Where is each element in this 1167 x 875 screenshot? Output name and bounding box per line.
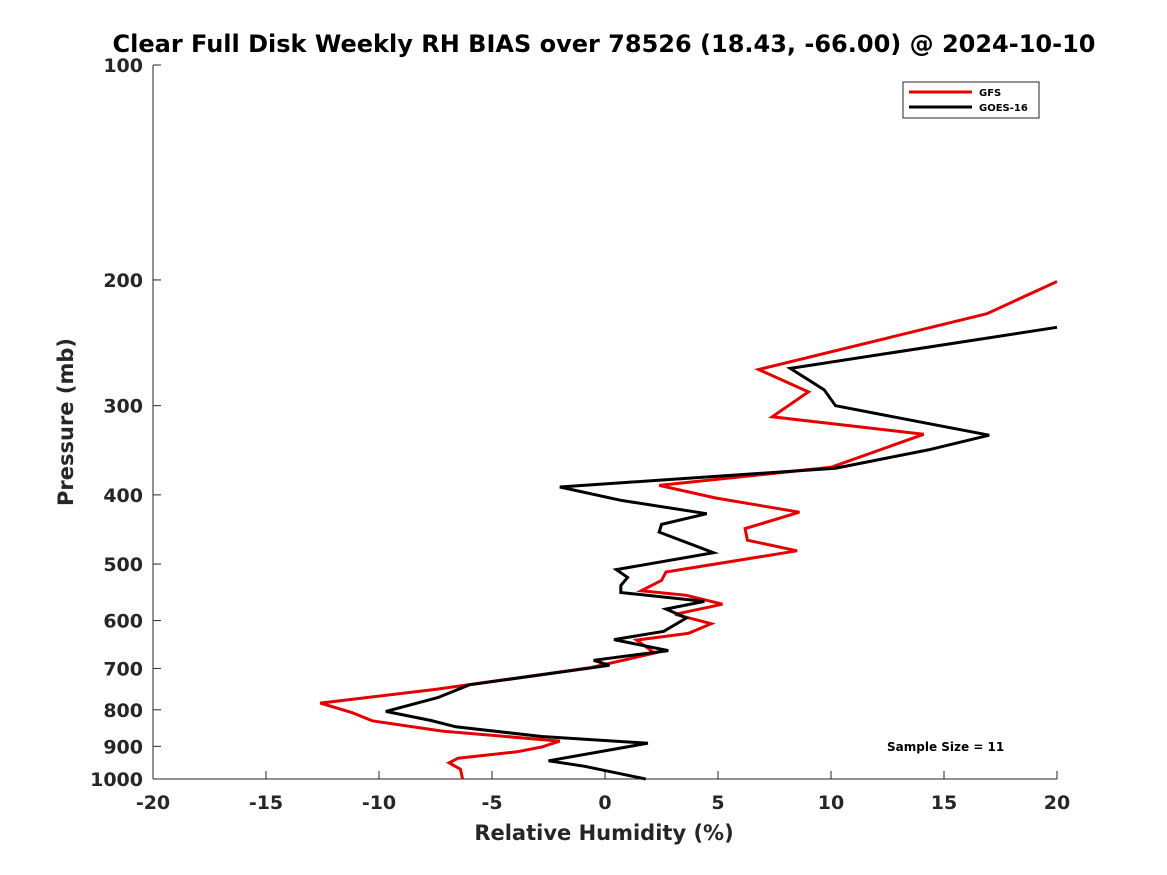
x-axis-label: Relative Humidity (%) [474,821,733,845]
y-axis-label: Pressure (mb) [54,338,78,506]
x-tick-label: -20 [136,792,170,814]
series-layer [319,280,1058,781]
x-tick-label: 10 [818,792,844,814]
chart-title: Clear Full Disk Weekly RH BIAS over 7852… [113,30,1096,58]
y-tick-label: 900 [103,736,143,758]
series-line-goes16 [385,325,1058,781]
y-tick-label: 600 [103,611,143,633]
x-ticks: -20 -15 -10 -5 0 5 10 15 20 [136,771,1070,814]
y-tick-label: 700 [103,658,143,680]
x-tick-label: 0 [598,792,611,814]
x-tick-label: 5 [711,792,724,814]
plot-area: -20 -15 -10 -5 0 5 10 15 20 100 200 300 400 500 600 70… [90,55,1070,814]
y-ticks: 100 200 300 400 500 600 700 800 900 1000 [90,55,161,791]
legend-label-gfs: GFS [979,88,1001,99]
legend-label-goes16: GOES-16 [979,103,1028,114]
x-tick-label: -10 [362,792,396,814]
y-tick-label: 800 [103,700,143,722]
x-tick-label: 20 [1044,792,1070,814]
sample-size-annotation: Sample Size = 11 [887,740,1004,754]
x-tick-label: -5 [481,792,502,814]
y-tick-label: 1000 [90,769,143,791]
y-tick-label: 500 [103,554,143,576]
y-tick-label: 200 [103,270,143,292]
x-tick-label: 15 [931,792,957,814]
y-tick-label: 400 [103,485,143,507]
y-tick-label: 300 [103,396,143,418]
x-tick-label: -15 [249,792,283,814]
legend: GFS GOES-16 [902,81,1040,119]
y-tick-label: 100 [103,55,143,77]
series-line-gfs [319,280,1058,780]
legend-box [902,81,1040,119]
